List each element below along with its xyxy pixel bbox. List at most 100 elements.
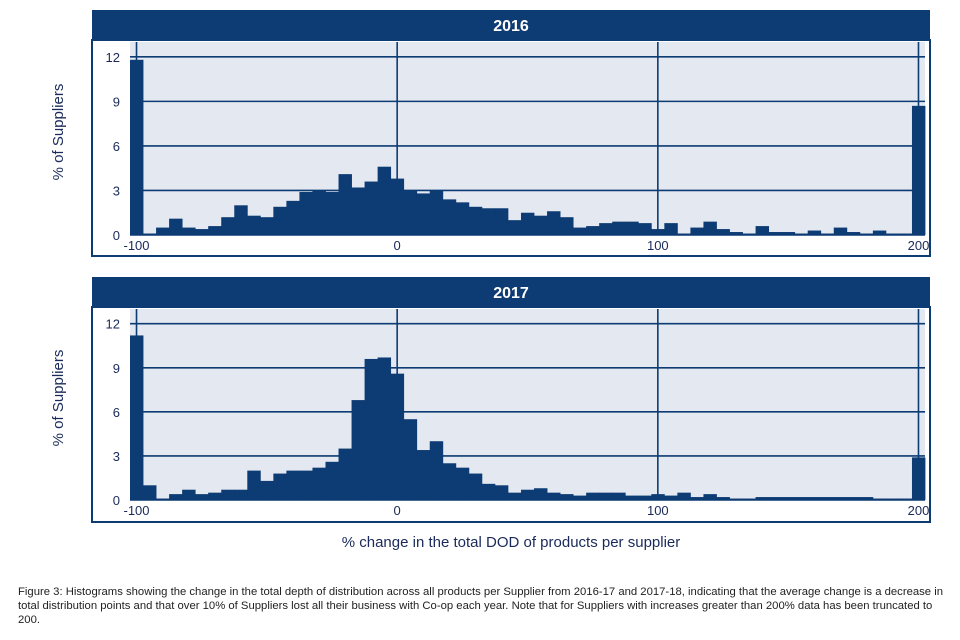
histogram-bar (260, 480, 274, 500)
histogram-bar (520, 489, 535, 500)
histogram-bar (833, 227, 848, 235)
histogram-bar (638, 495, 652, 500)
histogram-bar (390, 373, 405, 500)
x-tick-label: 100 (647, 238, 669, 253)
histogram-bar (286, 470, 300, 500)
histogram-bar (208, 492, 222, 500)
y-tick-label: 12 (106, 317, 120, 332)
histogram-bar (403, 419, 418, 500)
x-tick-labels: -100 0 100 200 (124, 503, 930, 518)
histogram-bar (312, 190, 326, 235)
histogram-bar (169, 494, 183, 500)
histogram-bar (429, 441, 444, 500)
x-tick-label: -100 (124, 503, 150, 518)
y-axis-label: % of Suppliers (50, 350, 67, 447)
y-tick-label: 9 (113, 94, 120, 109)
histogram-bar (507, 220, 522, 235)
y-tick-label: 12 (106, 50, 120, 65)
x-tick-labels: -100 0 100 200 (124, 238, 930, 253)
histogram-bar (247, 215, 261, 235)
histogram-bar (534, 215, 548, 235)
y-tick-label: 0 (113, 493, 120, 508)
histogram-bar (625, 495, 639, 500)
histogram-bar (351, 400, 365, 500)
histogram-bar (156, 227, 170, 235)
histogram-bar (703, 494, 717, 500)
histogram-bar (221, 217, 235, 235)
histogram-bar (390, 178, 405, 235)
histogram-bar (586, 492, 600, 500)
histogram-bar (638, 223, 652, 235)
histogram-bar (455, 202, 470, 235)
histogram-bar (416, 193, 431, 235)
histogram-bar (651, 494, 665, 500)
panel-title-bar (92, 10, 930, 40)
x-tick-label: 0 (394, 503, 401, 518)
panel-title: 2016 (493, 18, 529, 35)
histogram-bar (820, 497, 835, 500)
x-tick-label: 200 (908, 503, 930, 518)
histogram-bar (807, 497, 822, 500)
histogram-bar (677, 492, 691, 500)
histogram-bar (403, 190, 418, 235)
histogram-bar (768, 232, 783, 235)
y-tick-label: 0 (113, 228, 120, 243)
histogram-bar (325, 191, 339, 235)
histogram-bar (312, 467, 326, 500)
histogram-bar (338, 174, 352, 235)
histogram-bar (195, 229, 209, 235)
panel-title: 2017 (493, 285, 529, 302)
y-tick-label: 6 (113, 139, 120, 154)
histogram-bar (911, 105, 926, 235)
histogram-bar (755, 226, 770, 235)
histogram-bar (481, 483, 496, 500)
histogram-bar (299, 191, 313, 235)
histogram-bar (651, 229, 665, 235)
panel-2017: 2017 0 3 6 9 12 -100 0 100 200 % of Suppliers (50, 277, 931, 523)
histogram-bar (768, 497, 783, 500)
x-tick-label: -100 (124, 238, 150, 253)
histogram-bar (586, 226, 600, 235)
histogram-bar (846, 232, 861, 235)
y-tick-label: 3 (113, 449, 120, 464)
histogram-bar (247, 470, 261, 500)
histogram-bar (351, 187, 365, 235)
histogram-bar (299, 470, 313, 500)
histogram-bar (494, 485, 509, 500)
histogram-bar (338, 448, 352, 500)
bar-series (130, 335, 926, 501)
figure-caption: Figure 3: Histograms showing the change … (18, 586, 944, 626)
y-tick-labels: 0 3 6 9 12 (106, 317, 120, 508)
histogram-bar (234, 489, 248, 500)
histogram-bar (364, 358, 379, 500)
histogram-bar (547, 211, 561, 235)
histogram-bar (455, 467, 470, 500)
histogram-bar (169, 218, 183, 235)
y-tick-label: 3 (113, 183, 120, 198)
panel-frame (91, 306, 931, 523)
x-tick-label: 0 (394, 238, 401, 253)
y-axis-label: % of Suppliers (50, 84, 67, 181)
histogram-bar (911, 457, 926, 500)
histogram-bar (143, 485, 157, 500)
histogram-bar (468, 473, 483, 500)
histogram-bar (755, 497, 770, 500)
histogram-bar (573, 495, 587, 500)
grid-lines (130, 309, 925, 500)
histogram-bar (325, 461, 339, 500)
histogram-bar (716, 229, 730, 235)
panel-frame (91, 39, 931, 257)
x-tick-label: 200 (908, 238, 930, 253)
histogram-bar (234, 205, 248, 235)
histogram-bar (833, 497, 848, 500)
histogram-bar (221, 489, 235, 500)
histogram-bar (599, 223, 613, 235)
histogram-bar (429, 190, 444, 235)
histogram-bar (625, 221, 639, 235)
histogram-bar (195, 494, 209, 500)
histogram-bar (716, 497, 730, 500)
histogram-bar (560, 217, 574, 235)
histogram-bar (781, 232, 796, 235)
histogram-bar (703, 221, 717, 235)
histogram-bar (208, 226, 222, 235)
